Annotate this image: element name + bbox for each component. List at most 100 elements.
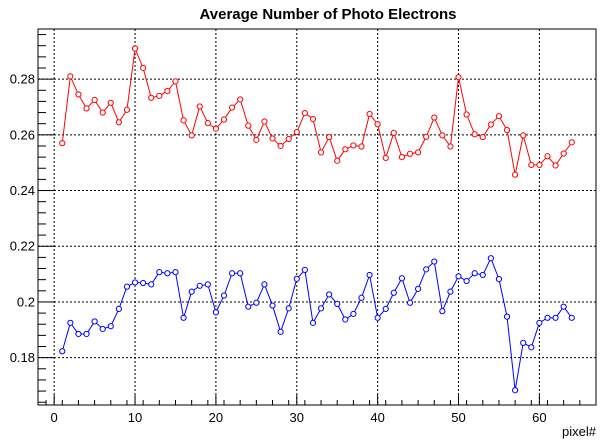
y-tick-label: 0.22 [10,239,35,254]
data-point [164,88,171,95]
data-point [261,118,268,125]
data-point [479,271,486,279]
data-point [75,91,82,98]
data-point [423,133,430,140]
data-point [536,161,543,169]
data-point [140,279,147,287]
data-point [107,99,114,106]
x-axis-label: pixel# [562,424,597,439]
data-point [277,142,284,150]
data-point [212,125,220,132]
data-point [301,266,308,274]
data-point [293,128,300,136]
data-point [406,150,414,157]
data-point [326,133,333,141]
data-point [172,269,179,276]
data-point [228,104,236,111]
x-tick-label: 60 [532,410,546,425]
data-point [512,171,519,178]
data-point [358,143,365,150]
series-1 [59,45,575,178]
data-point [204,281,211,288]
data-point [123,106,131,113]
data-point [366,110,373,118]
x-axis: 0 10 20 30 40 50 60 [45,395,581,425]
data-point [131,279,139,286]
data-point [245,122,252,129]
data-point [253,136,260,143]
data-point [301,110,308,117]
data-point [374,121,381,128]
data-point [67,73,74,80]
data-point [99,109,106,116]
data-point [188,288,195,295]
data-point [358,294,365,301]
data-point [115,305,122,313]
data-point [528,161,535,169]
data-point [350,142,357,149]
data-point [382,154,389,162]
data-point [253,299,260,306]
y-tick-label: 0.2 [17,294,35,309]
data-point [220,292,228,299]
data-point [228,270,236,277]
data-point [196,282,203,289]
series-line [61,46,573,175]
y-tick-label: 0.26 [10,127,35,142]
data-point [431,258,438,265]
grid-lines [38,29,596,405]
data-point [560,150,567,157]
data-point [414,149,422,156]
data-point [204,120,211,127]
data-point [374,314,381,321]
data-point [495,276,503,283]
data-point [544,153,551,160]
data-point [172,78,179,85]
data-point [455,273,462,280]
data-point [220,116,228,123]
data-point [140,64,147,72]
data-point [439,132,446,139]
y-axis: 0.18 0.2 0.22 0.24 0.26 0.28 [10,34,54,403]
data-point [366,271,373,279]
data-point [269,135,276,142]
data-point [431,114,438,121]
data-point [67,319,74,326]
data-point [390,289,397,296]
data-point [91,318,98,325]
data-point [503,127,511,134]
data-point [180,117,187,124]
data-point [414,285,422,292]
data-point [552,162,559,169]
data-point [463,111,470,118]
data-point [269,302,276,309]
data-point [237,270,244,277]
data-point [552,314,559,321]
x-tick-label: 40 [370,410,384,425]
data-point [495,113,503,120]
data-point [334,157,341,164]
data-point [148,94,155,101]
data-point [487,121,494,128]
data-point [536,319,543,326]
data-point [237,96,244,103]
data-point [317,149,325,156]
data-point [164,270,171,277]
data-point [471,270,478,277]
data-point [59,348,66,355]
series-line [61,256,573,391]
series-2 [59,255,575,394]
data-point [188,132,195,139]
data-point [115,119,122,126]
data-point [447,288,454,295]
data-point [196,103,203,110]
data-point [447,143,454,150]
data-point [285,135,292,143]
data-point [382,305,389,313]
data-point [180,314,187,321]
data-point [131,45,139,52]
data-point [406,299,414,306]
data-point [59,140,66,147]
series-layer [59,45,575,394]
